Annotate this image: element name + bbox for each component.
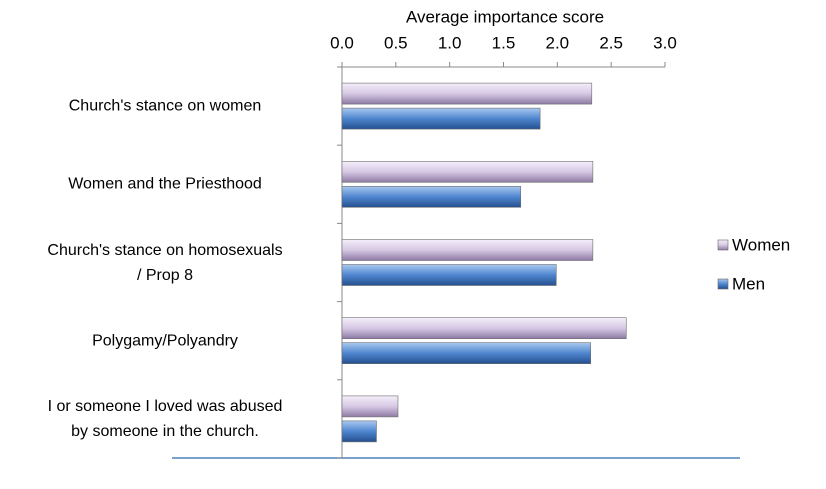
x-tick-label: 1.0	[438, 33, 462, 52]
bar	[341, 161, 594, 183]
x-tick-label: 0.0	[330, 33, 354, 52]
legend-label: Women	[732, 235, 790, 254]
y-tick-label: I or someone I loved was abused by someo…	[47, 397, 283, 440]
bar	[341, 317, 627, 340]
bar	[341, 239, 594, 261]
bar	[341, 264, 557, 286]
legend-swatch	[717, 239, 729, 251]
legend-swatch	[717, 278, 729, 290]
x-axis-title: Average importance score	[406, 7, 604, 26]
x-tick-label: 2.0	[546, 33, 570, 52]
legend-label: Men	[732, 274, 765, 293]
bar	[341, 420, 377, 443]
bar	[341, 82, 593, 105]
x-tick-label: 0.5	[384, 33, 408, 52]
bar	[341, 107, 541, 130]
y-tick-label: Church's stance on women	[68, 97, 262, 115]
y-tick-label: Women and the Priesthood	[68, 175, 262, 193]
x-tick-label: 1.5	[492, 33, 516, 52]
bar	[341, 342, 592, 365]
y-tick-label: Polygamy/Polyandry	[92, 332, 238, 350]
x-tick-label: 2.5	[599, 33, 623, 52]
x-tick-label: 3.0	[653, 33, 677, 52]
y-tick-label: Church's stance on homosexuals / Prop 8	[47, 241, 283, 284]
bar	[341, 395, 399, 418]
bar	[341, 186, 522, 208]
